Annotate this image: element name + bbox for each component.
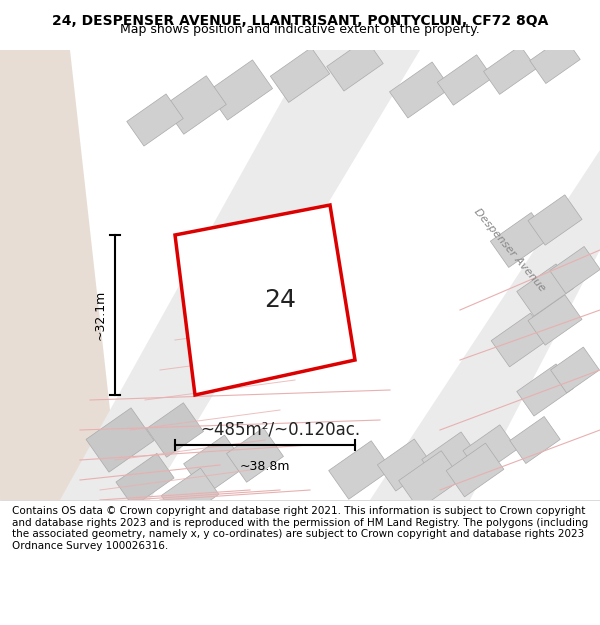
Text: 24, DESPENSER AVENUE, LLANTRISANT, PONTYCLUN, CF72 8QA: 24, DESPENSER AVENUE, LLANTRISANT, PONTY… <box>52 14 548 28</box>
Text: Despenser Avenue: Despenser Avenue <box>472 207 548 293</box>
Polygon shape <box>517 364 573 416</box>
Polygon shape <box>161 468 219 522</box>
Polygon shape <box>551 347 599 393</box>
Polygon shape <box>116 453 174 507</box>
Polygon shape <box>271 48 329 102</box>
Polygon shape <box>490 213 550 268</box>
Polygon shape <box>370 150 600 500</box>
Polygon shape <box>484 46 536 94</box>
Text: ~32.1m: ~32.1m <box>94 290 107 340</box>
Polygon shape <box>86 408 154 472</box>
Polygon shape <box>528 195 582 245</box>
Text: 24: 24 <box>264 288 296 312</box>
Polygon shape <box>530 36 580 84</box>
Polygon shape <box>164 76 226 134</box>
Polygon shape <box>446 443 504 497</box>
Polygon shape <box>227 428 283 483</box>
Polygon shape <box>208 60 272 120</box>
Polygon shape <box>550 246 600 294</box>
Polygon shape <box>0 50 120 500</box>
Text: Contains OS data © Crown copyright and database right 2021. This information is : Contains OS data © Crown copyright and d… <box>12 506 588 551</box>
Polygon shape <box>517 264 573 316</box>
Polygon shape <box>175 205 355 395</box>
Polygon shape <box>389 62 451 118</box>
Polygon shape <box>510 416 560 464</box>
Text: Despenser
Avenue: Despenser Avenue <box>274 314 335 366</box>
Polygon shape <box>146 402 203 458</box>
Text: Map shows position and indicative extent of the property.: Map shows position and indicative extent… <box>120 23 480 36</box>
Polygon shape <box>463 425 517 475</box>
Text: ~485m²/~0.120ac.: ~485m²/~0.120ac. <box>200 421 360 439</box>
Polygon shape <box>127 94 183 146</box>
Polygon shape <box>491 313 549 367</box>
Polygon shape <box>437 55 493 105</box>
Polygon shape <box>422 432 478 484</box>
Polygon shape <box>398 451 461 509</box>
Text: ~38.8m: ~38.8m <box>240 460 290 473</box>
Polygon shape <box>528 295 582 345</box>
Polygon shape <box>329 441 391 499</box>
Polygon shape <box>327 39 383 91</box>
Polygon shape <box>377 439 433 491</box>
Polygon shape <box>184 435 247 495</box>
Polygon shape <box>60 50 420 500</box>
